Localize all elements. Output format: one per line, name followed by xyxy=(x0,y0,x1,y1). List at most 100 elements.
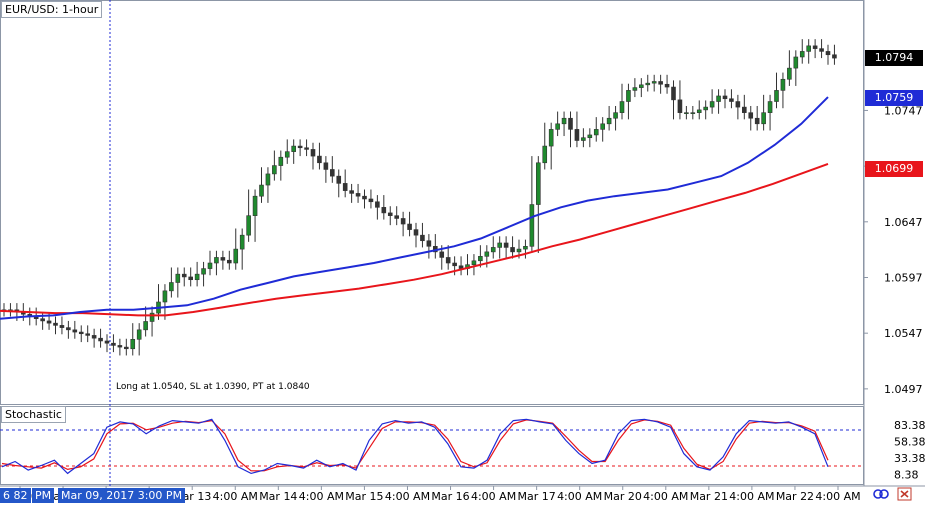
candle-body xyxy=(664,83,670,88)
candle-body xyxy=(709,101,715,108)
candle-body xyxy=(407,223,412,230)
candle-body xyxy=(246,215,251,236)
candle-body xyxy=(304,147,309,150)
candle-body xyxy=(104,340,110,344)
candle-body xyxy=(806,45,811,52)
stoch-level-label: 33.38 xyxy=(894,452,925,465)
candle-body xyxy=(516,248,522,253)
candle-body xyxy=(233,248,239,264)
stoch-panel-border xyxy=(0,406,864,485)
candle-body xyxy=(98,337,103,342)
candle-body xyxy=(774,90,779,102)
candle-body xyxy=(716,95,721,102)
candle-body xyxy=(111,342,116,346)
candle-body xyxy=(497,242,502,248)
candle-body xyxy=(542,145,548,164)
candle-body xyxy=(330,169,335,177)
candle-body xyxy=(53,322,58,326)
candle-body xyxy=(825,51,831,56)
candle-body xyxy=(310,149,316,157)
trade-annotation: Long at 1.0540, SL at 1.0390, PT at 1.08… xyxy=(116,382,310,392)
candle-body xyxy=(568,117,573,130)
time-tick-label: 4:00 AM xyxy=(471,490,516,503)
price-tick-label: 1.0597 xyxy=(884,271,923,284)
candle-body xyxy=(214,257,219,264)
candle-body xyxy=(671,86,676,101)
candle-body xyxy=(651,81,657,84)
candle-body xyxy=(201,268,206,275)
time-tick-label: 4:00 AM xyxy=(815,490,860,503)
candle-body xyxy=(130,339,136,350)
candle-body xyxy=(471,260,477,265)
candle-body xyxy=(639,84,644,88)
candle-body xyxy=(690,112,696,114)
stochastic-label: Stochastic xyxy=(1,406,66,423)
candle-body xyxy=(291,145,296,152)
close-icon[interactable] xyxy=(897,487,913,501)
candle-body xyxy=(793,56,799,69)
candle-body xyxy=(59,325,65,328)
candle-body xyxy=(684,112,689,114)
candle-body xyxy=(162,290,168,303)
candle-body xyxy=(278,156,284,166)
ma-fast-line xyxy=(0,96,829,320)
candle-body xyxy=(66,327,71,331)
candle-body xyxy=(729,98,734,102)
candle-body xyxy=(529,204,535,247)
time-tick-label: Mar 21 xyxy=(690,490,728,503)
candle-body xyxy=(362,195,367,200)
candles xyxy=(1,39,837,356)
stoch-k-line xyxy=(1,418,829,475)
candle-body xyxy=(175,273,181,283)
candle-body xyxy=(375,201,380,208)
candle-body xyxy=(452,262,457,267)
candle-body xyxy=(484,251,490,257)
stoch-level-label: 83.38 xyxy=(894,419,925,432)
candle-body xyxy=(619,101,625,113)
candle-body xyxy=(593,129,599,136)
candle-body xyxy=(613,112,618,119)
candle-body xyxy=(136,329,142,340)
price-tick-label: 1.0647 xyxy=(884,216,923,229)
candle-body xyxy=(349,190,354,194)
candle-body xyxy=(799,51,805,58)
candle-body xyxy=(46,320,52,324)
candle-body xyxy=(606,117,612,125)
candle-body xyxy=(265,173,271,186)
link-icon[interactable] xyxy=(873,487,889,501)
candle-body xyxy=(78,331,84,335)
candle-body xyxy=(761,112,766,125)
candle-body xyxy=(523,246,528,250)
candle-body xyxy=(400,218,406,225)
candle-body xyxy=(85,333,90,336)
price-tag-ma-fast: 1.0759 xyxy=(865,90,923,106)
price-tick-label: 1.0747 xyxy=(884,104,923,117)
stoch-level-label: 8.38 xyxy=(894,468,919,481)
cursor-time-label: Mar 09, 2017 3:00 PM xyxy=(58,488,186,503)
time-tick-label: 4:00 AM xyxy=(729,490,774,503)
candle-body xyxy=(259,184,264,197)
candle-body xyxy=(91,335,97,339)
price-tick-label: 1.0547 xyxy=(884,327,923,340)
candle-body xyxy=(587,134,593,139)
candle-body xyxy=(548,129,554,147)
stochastic-levels: 83.38 58.38 33.38 8.38 xyxy=(894,419,925,482)
cursor-pm-label: PM xyxy=(32,488,55,503)
candle-body xyxy=(252,195,258,216)
candle-body xyxy=(72,329,78,333)
price-tag-last: 1.0794 xyxy=(865,50,923,66)
candle-body xyxy=(478,256,483,262)
candle-body xyxy=(143,321,148,331)
candle-body xyxy=(632,87,638,91)
time-tick-label: 4:00 AM xyxy=(385,490,430,503)
candle-body xyxy=(555,123,560,130)
candle-body xyxy=(574,129,580,141)
candle-body xyxy=(284,151,290,158)
candle-body xyxy=(188,276,193,281)
candle-body xyxy=(117,345,123,348)
candle-body xyxy=(767,101,773,113)
candle-body xyxy=(536,162,541,205)
